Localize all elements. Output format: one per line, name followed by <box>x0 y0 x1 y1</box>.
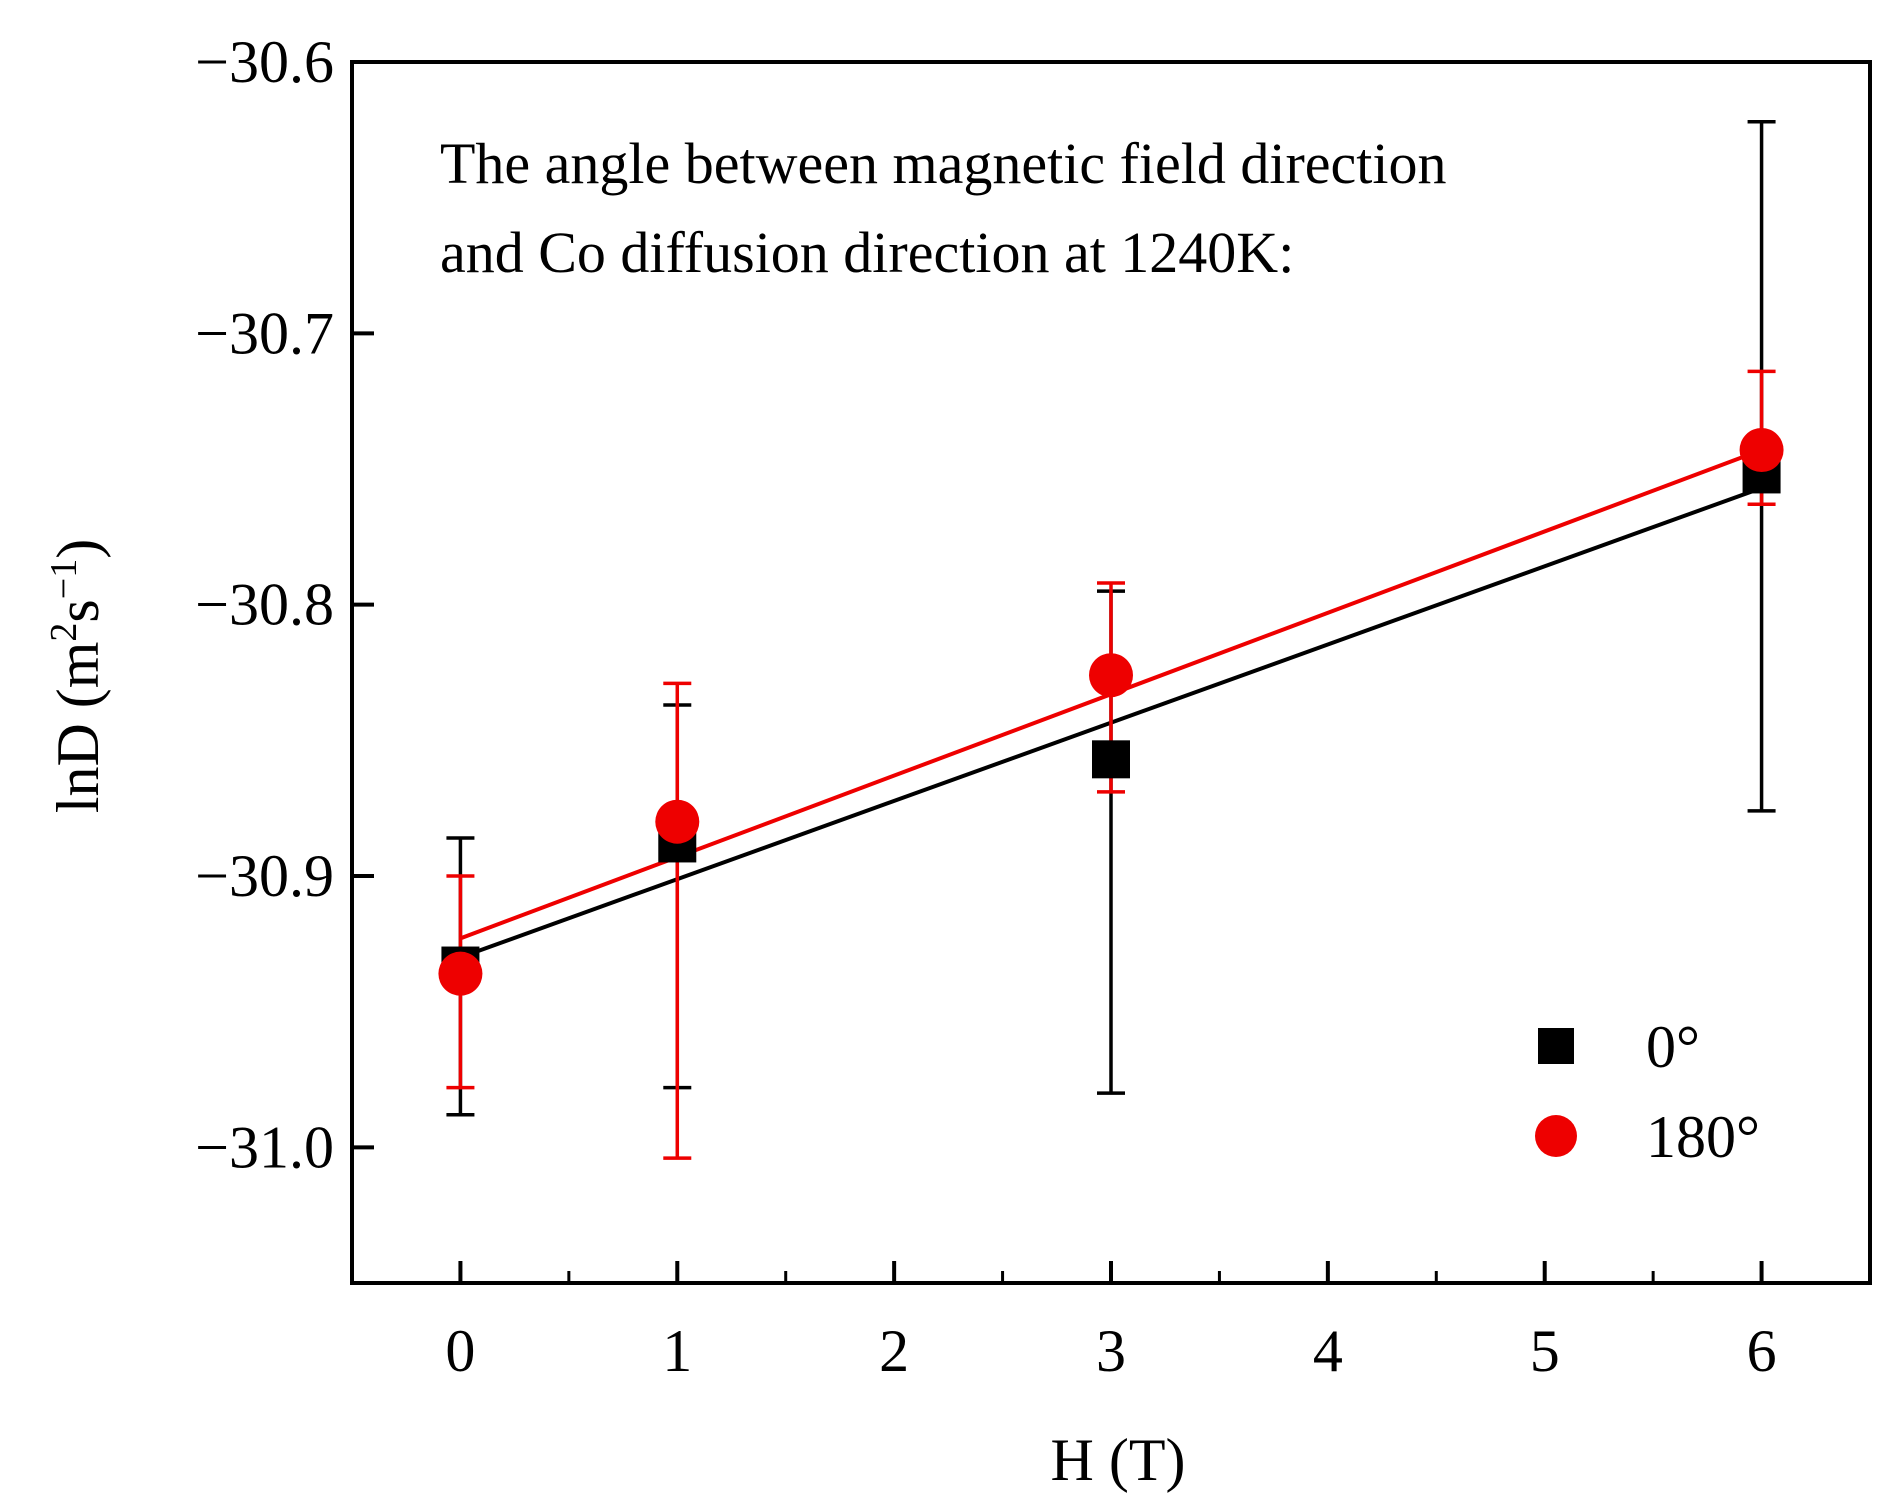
x-tick-label: 0 <box>445 1318 475 1384</box>
legend-marker-circle <box>1535 1115 1577 1157</box>
y-axis-title-mid: s <box>45 599 111 622</box>
data-point-circle <box>1089 653 1133 698</box>
plot-area <box>438 119 1784 1160</box>
data-point-circle <box>438 951 483 996</box>
y-tick-label: −30.6 <box>195 29 334 95</box>
x-tick-label: 1 <box>662 1318 692 1384</box>
data-point-square <box>1092 740 1130 779</box>
y-axis-title: lnD (m2s−1) <box>43 539 111 813</box>
x-tick-label: 2 <box>879 1318 909 1384</box>
y-axis-title-sup1: 2 <box>43 623 85 642</box>
y-tick-label: −30.7 <box>195 300 334 366</box>
legend: 0° 180° <box>1535 1014 1760 1170</box>
data-point-circle <box>1739 428 1784 473</box>
y-tick-label: −31.0 <box>195 1114 334 1180</box>
legend-marker-square <box>1538 1028 1574 1064</box>
y-tick-label: −30.9 <box>195 843 334 909</box>
legend-label: 180° <box>1646 1104 1760 1170</box>
x-tick-label: 6 <box>1747 1318 1777 1384</box>
x-tick-label: 4 <box>1313 1318 1343 1384</box>
y-tick-label: −30.8 <box>195 572 334 638</box>
x-tick-label: 5 <box>1530 1318 1560 1384</box>
axes: 0 1 2 3 4 5 6 −30.6 −30.7 −30.8 −30.9 −31.0 <box>195 29 1872 1384</box>
y-axis-title-sup2: −1 <box>43 559 85 599</box>
x-tick-label: 3 <box>1096 1318 1126 1384</box>
annotation-line-2: and Co diffusion direction at 1240K: <box>440 220 1294 285</box>
annotation-line-1: The angle between magnetic field directi… <box>440 131 1447 196</box>
y-axis-title-suffix: ) <box>45 539 111 559</box>
legend-label: 0° <box>1646 1014 1700 1080</box>
x-axis-title: H (T) <box>1051 1427 1186 1493</box>
data-point-circle <box>655 799 700 844</box>
y-axis-title-prefix: lnD (m <box>45 642 111 814</box>
